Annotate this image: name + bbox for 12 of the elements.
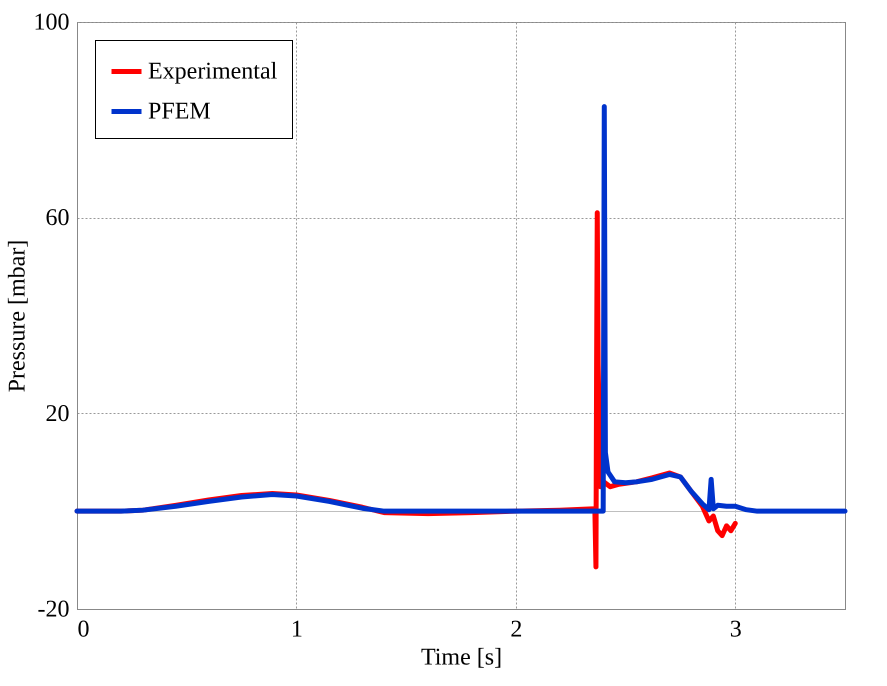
y-tick-label: 20 [46, 400, 70, 427]
y-tick-label: -20 [38, 596, 70, 622]
y-axis-title: Pressure [mbar] [4, 240, 30, 392]
legend-label: PFEM [148, 98, 211, 124]
y-tick-label: 60 [46, 205, 70, 232]
x-tick-label: 2 [510, 616, 522, 642]
legend-label: Experimental [148, 58, 278, 84]
x-axis-title: Time [s] [420, 644, 502, 670]
x-tick-label: 0 [78, 616, 90, 642]
y-tick-label: 100 [34, 10, 70, 36]
x-tick-label: 1 [290, 616, 303, 642]
x-tick-label: 3 [730, 616, 742, 642]
